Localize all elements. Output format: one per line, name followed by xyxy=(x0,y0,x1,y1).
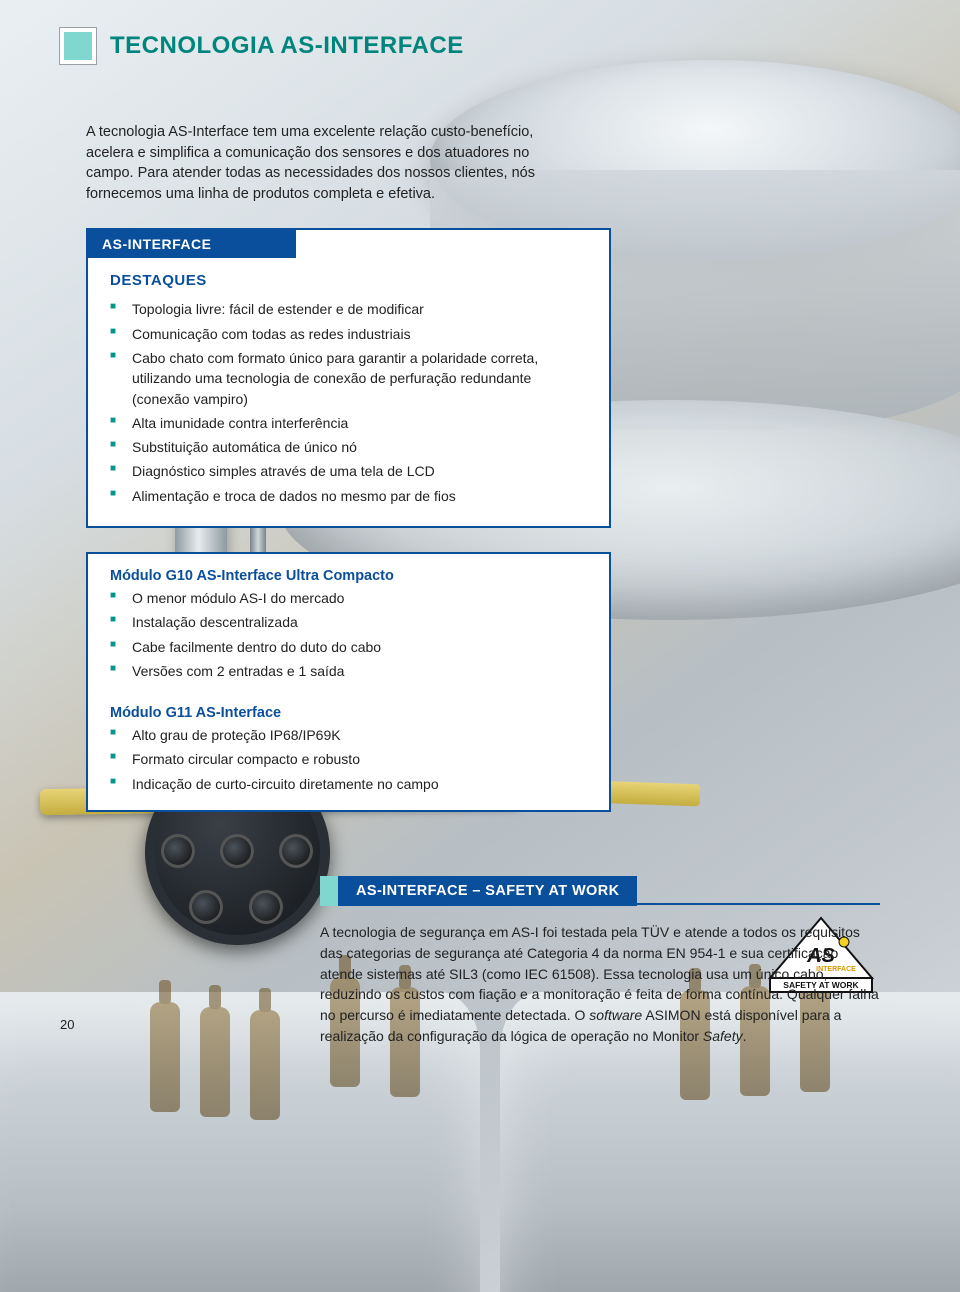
module-list: Alto grau de proteção IP68/IP69K Formato… xyxy=(88,721,609,804)
list-item: Alto grau de proteção IP68/IP69K xyxy=(128,723,587,747)
safety-text-em: Safety xyxy=(703,1028,743,1044)
list-item: Alimentação e troca de dados no mesmo pa… xyxy=(128,484,587,508)
page-number: 20 xyxy=(60,1017,74,1032)
list-item: Cabe facilmente dentro do duto do cabo xyxy=(128,635,587,659)
module-list: O menor módulo AS-I do mercado Instalaçã… xyxy=(88,584,609,691)
list-item: Indicação de curto-circuito diretamente … xyxy=(128,772,587,796)
page-title: TECNOLOGIA AS-INTERFACE xyxy=(110,32,464,60)
list-item: Topologia livre: fácil de estender e de … xyxy=(128,297,587,321)
safety-section: AS-INTERFACE – SAFETY AT WORK AS INTERFA… xyxy=(320,876,880,1046)
list-item: Diagnóstico simples através de uma tela … xyxy=(128,459,587,483)
list-item: Formato circular compacto e robusto xyxy=(128,747,587,771)
list-item: Alta imunidade contra interferência xyxy=(128,411,587,435)
safety-header: AS-INTERFACE – SAFETY AT WORK xyxy=(338,876,637,906)
list-item: Comunicação com todas as redes industria… xyxy=(128,322,587,346)
list-item: O menor módulo AS-I do mercado xyxy=(128,586,587,610)
safety-square-icon xyxy=(320,876,338,906)
intro-paragraph: A tecnologia AS-Interface tem uma excele… xyxy=(86,122,546,204)
safety-paragraph: A tecnologia de segurança em AS-I foi te… xyxy=(320,922,880,1046)
highlights-header: AS-INTERFACE xyxy=(88,230,296,258)
highlights-list: Topologia livre: fácil de estender e de … xyxy=(88,291,609,526)
module-group-title: Módulo G11 AS-Interface xyxy=(88,691,609,721)
list-item: Substituição automática de único nó xyxy=(128,435,587,459)
list-item: Instalação descentralizada xyxy=(128,610,587,634)
safety-text-em: software xyxy=(589,1007,642,1023)
list-item: Versões com 2 entradas e 1 saída xyxy=(128,659,587,683)
safety-text-span: . xyxy=(743,1028,747,1044)
module-group-title: Módulo G10 AS-Interface Ultra Compacto xyxy=(88,554,609,584)
title-square-icon xyxy=(60,28,96,64)
modules-box: Módulo G10 AS-Interface Ultra Compacto O… xyxy=(86,552,611,812)
highlights-box: AS-INTERFACE DESTAQUES Topologia livre: … xyxy=(86,228,611,528)
list-item: Cabo chato com formato único para garant… xyxy=(128,346,587,411)
highlights-subheader: DESTAQUES xyxy=(88,258,609,291)
